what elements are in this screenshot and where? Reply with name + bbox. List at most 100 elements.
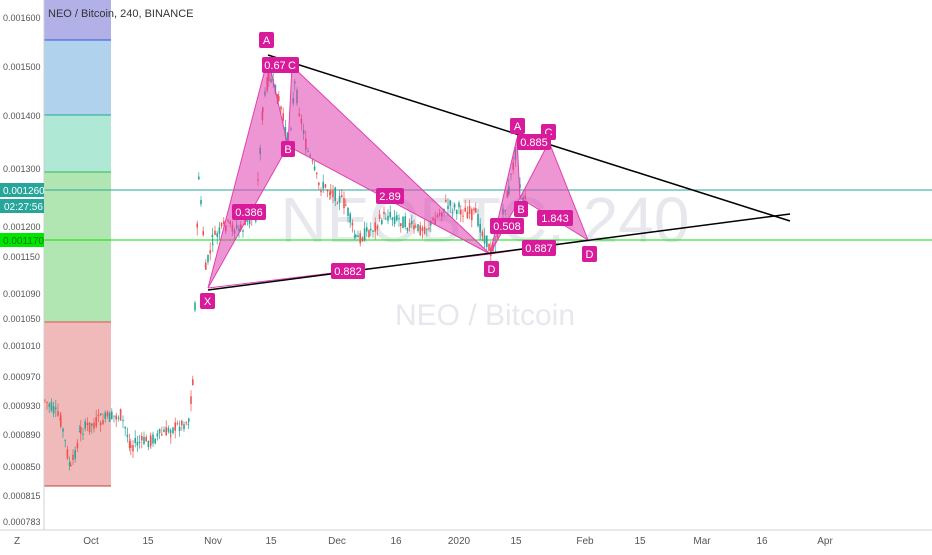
candle-body	[70, 464, 72, 467]
fib-zone-1	[44, 0, 111, 40]
candle-body	[178, 426, 181, 431]
candle-body	[91, 423, 93, 426]
fib-levels[interactable]	[44, 0, 111, 487]
time-tick-label: 15	[265, 536, 277, 547]
price-axis[interactable]: 0.001600 0.001500 0.001400 0.001300 0.001200…	[0, 0, 45, 530]
time-axis-bg	[0, 530, 932, 550]
candle-body	[336, 203, 339, 205]
candle-body	[477, 214, 479, 226]
candle-body	[343, 197, 345, 209]
candle-body	[211, 234, 214, 238]
candle-body	[353, 236, 356, 238]
candle-body	[152, 434, 154, 444]
candle-body	[368, 230, 370, 238]
candle-body	[169, 429, 172, 434]
svg-text:1.843: 1.843	[541, 213, 569, 225]
candle-body	[338, 195, 341, 203]
green-level-tag: 0.001170	[0, 233, 44, 247]
svg-text:B: B	[284, 144, 291, 156]
candle-body	[134, 437, 136, 444]
candle-body	[453, 204, 456, 208]
label-1843: 1.843	[537, 210, 573, 226]
candle-body	[398, 218, 400, 220]
candle-body	[138, 442, 141, 444]
label-a2: A	[510, 118, 525, 134]
price-tick-label: 0.001050	[3, 314, 41, 324]
candle-body	[192, 379, 194, 386]
price-tick-label: 0.000850	[3, 462, 41, 472]
svg-text:X: X	[204, 296, 212, 308]
time-tick-label: Feb	[576, 536, 594, 547]
candle-body	[76, 442, 79, 449]
fib-zone-5	[44, 322, 111, 486]
candle-body	[207, 254, 209, 263]
candle-body	[86, 422, 89, 426]
candle-body	[332, 190, 334, 198]
candle-body	[421, 227, 424, 231]
candle-body	[402, 216, 404, 229]
time-axis[interactable]: Z Oct 15 Nov 15 Dec 16 2020 15 Feb 15 Mar 16 Apr	[0, 529, 932, 550]
candle-body	[387, 215, 389, 221]
candle-body	[156, 433, 159, 437]
candle-body	[320, 190, 322, 193]
candle-body	[486, 235, 488, 248]
candle-body	[220, 223, 223, 227]
candle-body	[216, 233, 218, 237]
svg-text:0.67: 0.67	[264, 60, 285, 72]
pattern-1-xab	[207, 57, 289, 289]
candle-body	[57, 411, 59, 416]
candle-body	[108, 412, 111, 422]
candle-body	[471, 209, 473, 221]
candle-body	[194, 302, 196, 311]
label-067: 0.67	[262, 57, 288, 73]
candle-body	[330, 191, 332, 194]
candle-body	[419, 225, 421, 235]
price-tick-label: 0.000890	[3, 430, 41, 440]
candle-body	[381, 219, 383, 225]
candle-body	[124, 427, 126, 429]
candle-body	[242, 230, 244, 232]
candle-body	[113, 415, 115, 417]
last-price-tag: 0.001260	[0, 183, 45, 197]
candle-body	[406, 227, 409, 231]
candle-body	[284, 126, 287, 136]
svg-text:0.001170: 0.001170	[3, 236, 44, 247]
candle-body	[326, 190, 329, 192]
candle-body	[385, 218, 387, 220]
candle-body	[347, 207, 349, 216]
scale-mode-label[interactable]: Z	[14, 536, 20, 547]
candle-body	[46, 401, 48, 403]
candle-body	[456, 210, 458, 214]
time-tick-label: 15	[510, 536, 522, 547]
candle-body	[72, 454, 74, 460]
candle-body	[466, 211, 469, 219]
candle-body	[255, 219, 257, 222]
candle-body	[475, 208, 477, 213]
price-tick-label: 0.001500	[3, 62, 41, 72]
candle-body	[172, 427, 174, 434]
time-tick-label: Oct	[83, 536, 99, 547]
candle-body	[183, 424, 185, 430]
candle-body	[341, 195, 343, 197]
svg-text:0.001260: 0.001260	[3, 186, 45, 197]
candle-body	[136, 441, 139, 446]
time-tick-label: Nov	[204, 536, 222, 547]
candle-body	[374, 222, 376, 232]
svg-text:A: A	[514, 121, 522, 133]
label-0885: 0.885	[517, 134, 551, 150]
candle-body	[176, 423, 179, 425]
time-ticks: Oct 15 Nov 15 Dec 16 2020 15 Feb 15 Mar 16 Apr	[83, 536, 833, 547]
label-0386: 0.386	[232, 204, 266, 220]
candle-body	[519, 184, 521, 188]
candle-body	[170, 435, 172, 437]
candle-body	[200, 200, 202, 205]
label-0882: 0.882	[331, 263, 365, 279]
candle-body	[147, 440, 150, 448]
candle-body	[316, 172, 318, 175]
candle-body	[286, 132, 289, 143]
svg-text:02:27:56: 02:27:56	[4, 202, 43, 213]
lower-trendline[interactable]	[207, 213, 791, 291]
candle-body	[82, 433, 84, 435]
